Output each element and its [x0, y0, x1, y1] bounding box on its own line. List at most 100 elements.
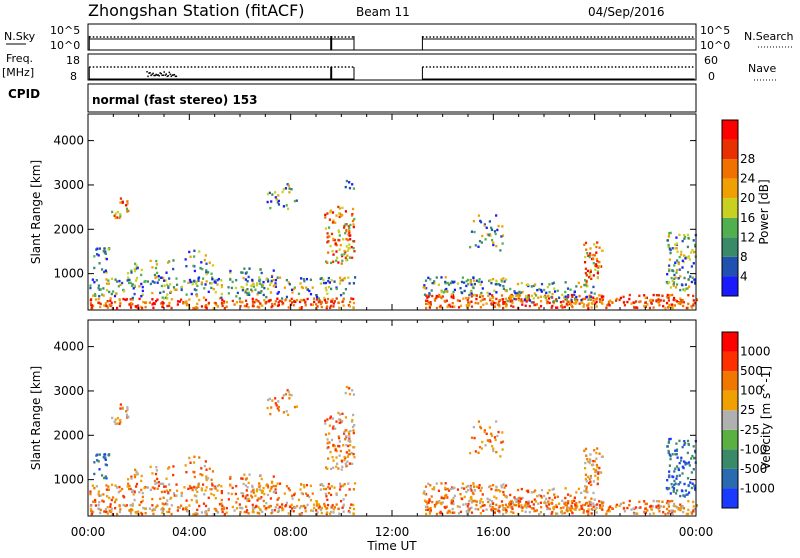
power-echo-cell [510, 304, 513, 308]
power-echo-cell [497, 301, 500, 304]
power-echo-cell [89, 286, 92, 290]
power-echo-cell [148, 301, 152, 304]
power-echo-cell [671, 306, 674, 310]
power-echo-cell [327, 240, 330, 243]
velocity-echo-cell [151, 472, 154, 475]
velocity-echo-cell [342, 498, 345, 501]
velocity-echo-cell [335, 503, 338, 506]
power-echo-cell [585, 280, 588, 283]
power-echo-cell [668, 305, 671, 309]
velocity-echo-cell [552, 487, 556, 491]
power-echo-cell [98, 247, 102, 250]
power-echo-cell [500, 294, 504, 297]
velocity-echo-cell [500, 500, 504, 503]
nsearch-label: N.Search [744, 30, 794, 43]
power-echo-cell [349, 238, 352, 241]
velocity-echo-cell [683, 482, 686, 486]
velocity-echo-cell [348, 392, 352, 396]
velocity-echo-cell [231, 486, 234, 490]
power-ytick-label: 3000 [53, 178, 84, 192]
freq-dip-dot [152, 72, 154, 75]
velocity-echo-cell [426, 505, 429, 509]
power-echo-cell [502, 287, 506, 291]
velocity-echo-cell [310, 509, 313, 512]
velocity-echo-cell [539, 501, 543, 504]
velocity-echo-cell [162, 508, 165, 511]
power-echo-cell [102, 294, 105, 297]
power-echo-cell [141, 293, 144, 296]
velocity-echo-cell [632, 507, 635, 510]
velocity-echo-cell [272, 484, 275, 488]
power-echo-cell [520, 281, 523, 285]
power-echo-cell [528, 304, 531, 308]
power-echo-cell [100, 268, 104, 271]
velocity-echo-cell [585, 488, 588, 491]
power-echo-cell [324, 216, 327, 219]
power-echo-cell [349, 223, 352, 227]
velocity-echo-cell [260, 491, 264, 494]
velocity-echo-cell [297, 498, 301, 501]
velocity-echo-cell [346, 460, 349, 463]
velocity-echo-cell [302, 504, 306, 508]
power-echo-cell [348, 256, 352, 259]
velocity-echo-cell [690, 471, 693, 474]
power-echo-cell [283, 286, 286, 289]
power-echo-cell [456, 299, 459, 302]
velocity-echo-cell [459, 492, 462, 496]
velocity-echo-cell [104, 458, 107, 461]
velocity-echo-cell [567, 506, 570, 510]
power-echo-cell [674, 276, 677, 279]
velocity-echo-cell [305, 483, 309, 487]
power-echo-cell [263, 286, 266, 290]
velocity-echo-cell [205, 486, 208, 489]
power-echo-cell [518, 294, 522, 297]
power-echo-cell [505, 289, 508, 292]
power-echo-cell [184, 301, 187, 305]
power-echo-cell [481, 234, 484, 238]
velocity-echo-cell [167, 510, 171, 514]
velocity-echo-cell [540, 488, 544, 492]
velocity-echo-cell [172, 473, 175, 477]
power-echo-cell [484, 238, 487, 241]
velocity-echo-cell [169, 489, 172, 492]
power-echo-cell [534, 294, 538, 297]
power-echo-cell [205, 280, 208, 283]
velocity-echo-cell [349, 429, 352, 433]
velocity-echo-cell [258, 512, 261, 515]
power-echo-cell [247, 291, 250, 295]
velocity-echo-cell [115, 512, 119, 516]
power-echo-cell [245, 283, 248, 286]
velocity-echo-cell [467, 488, 470, 492]
freq-label-1: Freq. [6, 52, 33, 65]
velocity-echo-cell [326, 418, 329, 421]
power-echo-cell [157, 278, 161, 281]
power-echo-cell [490, 281, 493, 285]
velocity-echo-cell [351, 425, 355, 429]
power-echo-cell [338, 230, 341, 234]
velocity-echo-cell [344, 416, 348, 419]
power-echo-cell [682, 304, 685, 308]
velocity-echo-cell [565, 504, 568, 507]
velocity-echo-cell [583, 503, 587, 507]
power-echo-cell [335, 259, 338, 262]
velocity-echo-cell [258, 482, 261, 485]
velocity-echo-cell [456, 488, 460, 491]
velocity-echo-cell [559, 511, 563, 514]
power-echo-cell [481, 295, 484, 298]
power-echo-cell [483, 223, 486, 226]
velocity-echo-cell [514, 497, 517, 501]
power-echo-cell [290, 301, 294, 304]
power-echo-cell [92, 294, 95, 297]
velocity-echo-cell [285, 484, 288, 488]
velocity-echo-cell [439, 510, 442, 514]
velocity-echo-cell [563, 511, 566, 515]
velocity-echo-cell [251, 508, 255, 512]
velocity-echo-cell [675, 477, 678, 480]
velocity-echo-cell [114, 498, 118, 502]
power-echo-cell [692, 262, 695, 265]
power-echo-cell [452, 296, 455, 300]
velocity-echo-cell [518, 496, 521, 500]
power-echo-cell [193, 288, 196, 291]
power-echo-cell [658, 304, 661, 307]
velocity-echo-cell [335, 465, 338, 468]
